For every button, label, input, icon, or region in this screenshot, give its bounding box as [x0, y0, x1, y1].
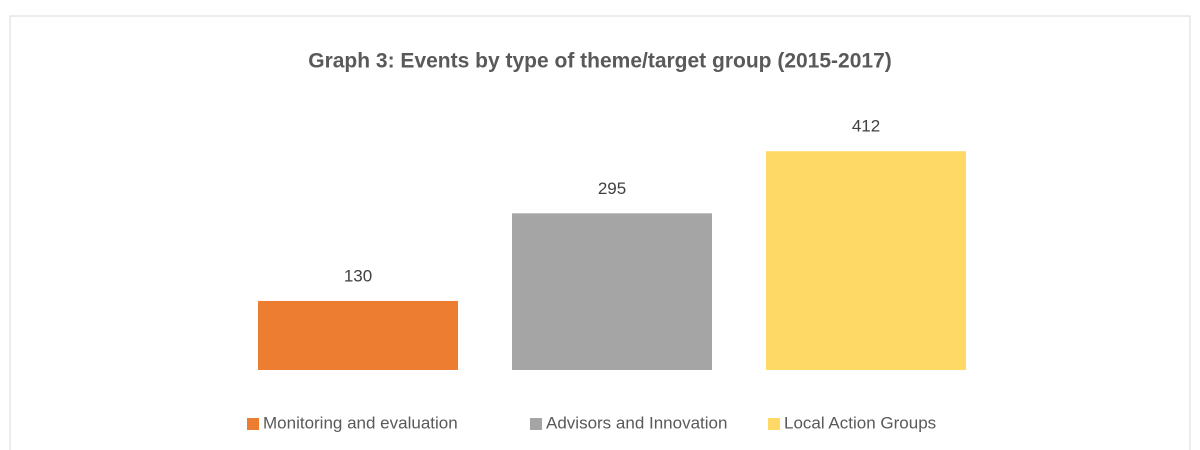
data-label: 295 [598, 179, 626, 198]
data-label: 412 [852, 117, 880, 136]
data-label: 130 [344, 266, 372, 285]
legend-swatch [530, 418, 542, 430]
chart-border [9, 15, 1191, 450]
legend-swatch [247, 418, 259, 430]
legend-label: Monitoring and evaluation [263, 413, 458, 432]
legend-label: Local Action Groups [784, 413, 936, 432]
bar [766, 151, 966, 370]
legend-swatch [768, 418, 780, 430]
bar [512, 213, 712, 370]
legend-label: Advisors and Innovation [546, 413, 727, 432]
chart-title: Graph 3: Events by type of theme/target … [308, 50, 892, 73]
bar [258, 300, 458, 370]
